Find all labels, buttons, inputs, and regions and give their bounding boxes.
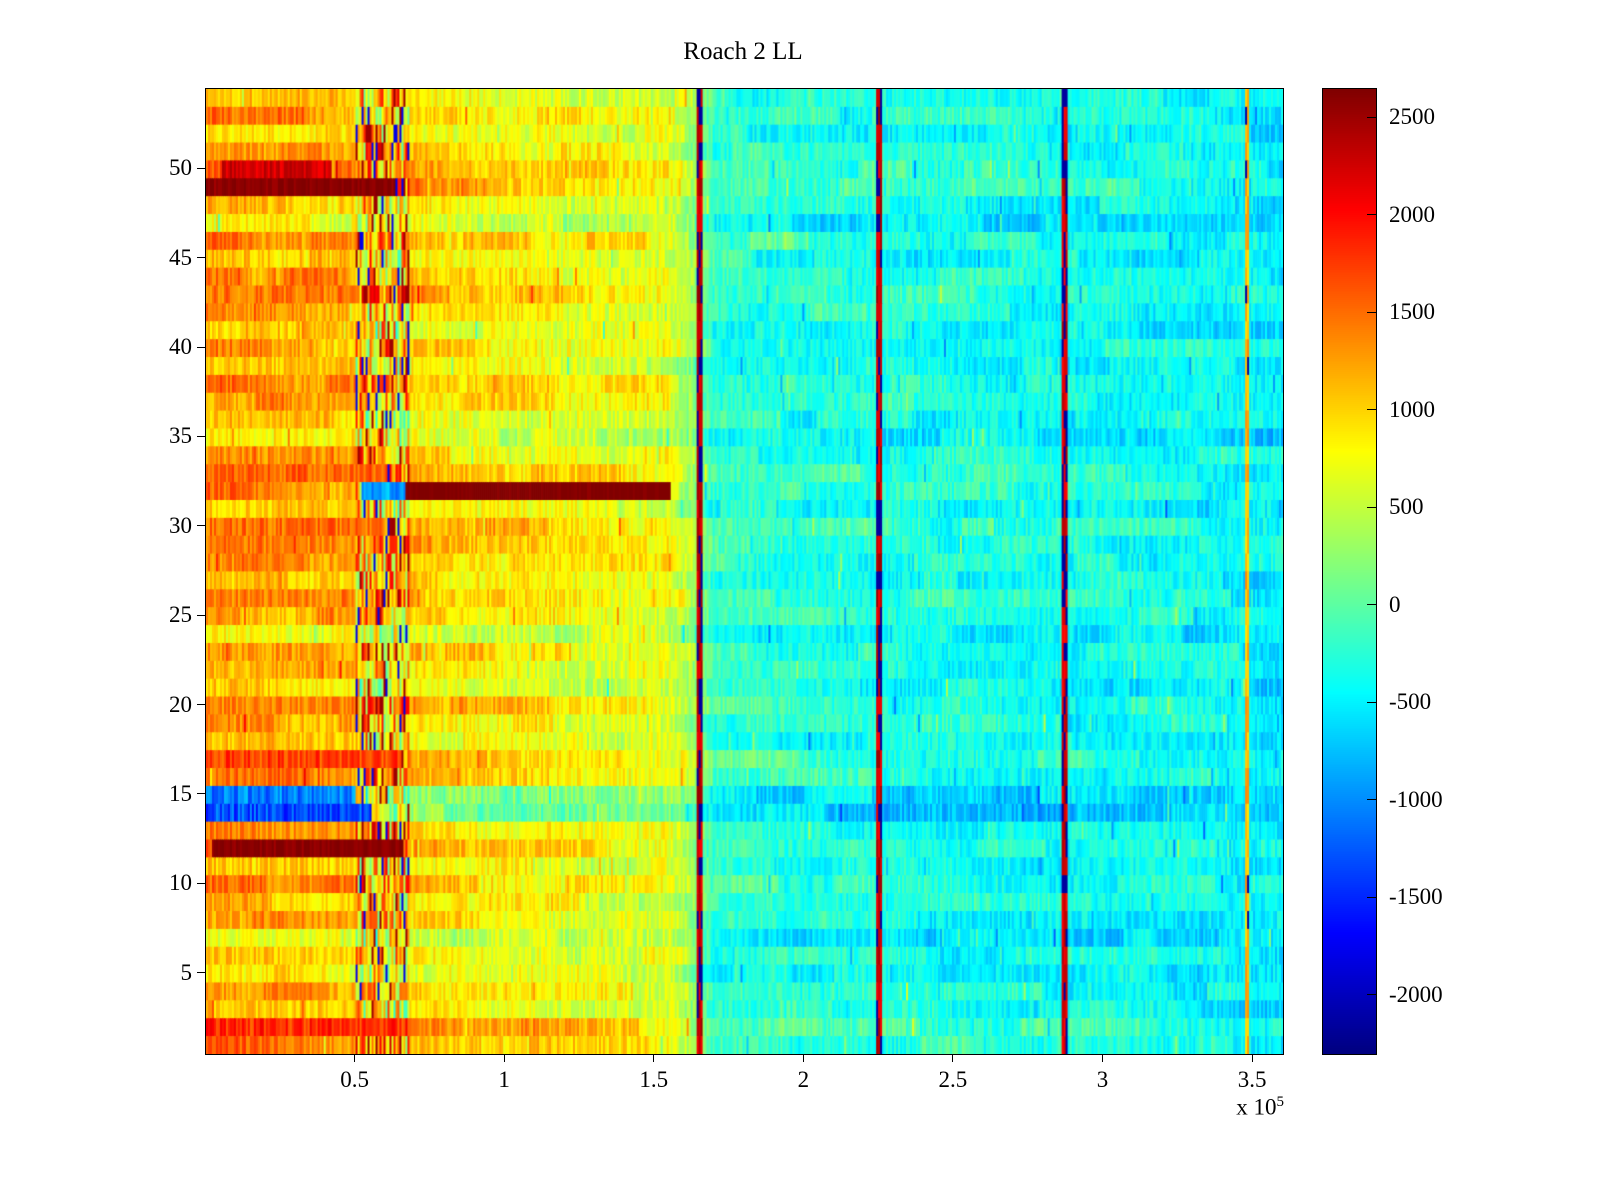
x-tick-mark <box>503 1054 505 1062</box>
x-tick-label: 0.5 <box>340 1067 369 1092</box>
x-axis-exponent-label: x 105 <box>1236 1094 1284 1121</box>
y-tick-mark <box>197 972 205 974</box>
colorbar-tick-label: 2500 <box>1389 104 1435 130</box>
y-tick-label: 50 <box>169 155 192 181</box>
y-tick-label: 15 <box>169 780 192 806</box>
x-tick-mark <box>1251 1054 1253 1062</box>
colorbar-tick-mark <box>1367 214 1377 216</box>
x-tick-mark <box>653 1054 655 1062</box>
y-tick-mark <box>197 793 205 795</box>
x-tick-label: 2.5 <box>938 1067 968 1092</box>
colorbar-tick-label: -1000 <box>1389 786 1443 812</box>
y-tick-mark <box>197 435 205 437</box>
exponent-prefix: x 10 <box>1236 1094 1277 1120</box>
colorbar-tick-label: -2000 <box>1389 981 1443 1007</box>
colorbar-tick-label: 0 <box>1389 591 1401 617</box>
colorbar-tick-mark <box>1367 799 1377 801</box>
x-tick-label: 1.5 <box>639 1067 669 1092</box>
colorbar-canvas <box>1323 89 1376 1054</box>
x-tick-label: 3.5 <box>1237 1067 1267 1092</box>
x-tick-mark <box>952 1054 954 1062</box>
colorbar-tick-label: 500 <box>1389 494 1424 520</box>
colorbar-tick-mark <box>1367 896 1377 898</box>
colorbar-tick-label: -1500 <box>1389 884 1443 910</box>
colorbar-tick-mark <box>1367 409 1377 411</box>
y-tick-mark <box>197 257 205 259</box>
colorbar-tick-label: 1000 <box>1389 396 1435 422</box>
y-tick-mark <box>197 167 205 169</box>
x-tick-label: 2 <box>797 1067 810 1092</box>
y-tick-label: 30 <box>169 512 192 538</box>
y-tick-label: 5 <box>180 959 193 985</box>
colorbar-tick-label: -500 <box>1389 689 1432 715</box>
y-tick-mark <box>197 704 205 706</box>
heatmap-canvas <box>206 89 1283 1054</box>
x-tick-mark <box>802 1054 804 1062</box>
colorbar-tick-mark <box>1367 506 1377 508</box>
y-tick-mark <box>197 882 205 884</box>
plot-area <box>205 88 1284 1055</box>
y-tick-label: 40 <box>169 334 192 360</box>
colorbar <box>1322 88 1377 1055</box>
colorbar-tick-mark <box>1367 604 1377 606</box>
y-tick-label: 10 <box>169 870 192 896</box>
y-tick-label: 45 <box>169 244 192 270</box>
y-tick-mark <box>197 346 205 348</box>
y-tick-mark <box>197 525 205 527</box>
y-tick-label: 25 <box>169 602 192 628</box>
colorbar-tick-mark <box>1367 116 1377 118</box>
chart-title: Roach 2 LL <box>683 38 803 65</box>
y-tick-label: 20 <box>169 691 192 717</box>
x-tick-mark <box>1102 1054 1103 1062</box>
colorbar-tick-mark <box>1367 701 1377 703</box>
y-tick-label: 35 <box>169 423 192 449</box>
colorbar-tick-label: 1500 <box>1389 299 1435 325</box>
x-tick-mark <box>354 1054 356 1062</box>
x-tick-label: 3 <box>1096 1067 1109 1092</box>
x-tick-label: 1 <box>498 1067 510 1092</box>
exponent-value: 5 <box>1276 1094 1285 1110</box>
colorbar-tick-label: 2000 <box>1389 201 1435 227</box>
y-tick-mark <box>197 614 205 616</box>
colorbar-tick-mark <box>1367 311 1377 313</box>
colorbar-tick-mark <box>1367 994 1377 995</box>
